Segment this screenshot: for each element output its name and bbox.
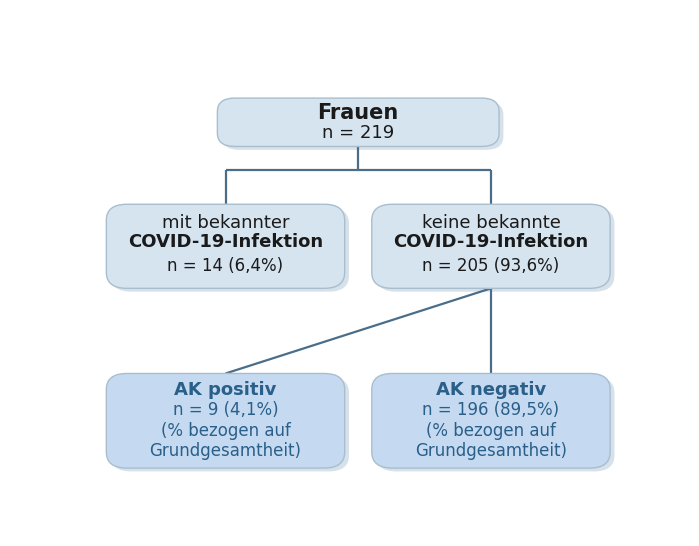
- Text: (% bezogen auf: (% bezogen auf: [426, 422, 556, 440]
- FancyBboxPatch shape: [110, 377, 349, 471]
- FancyBboxPatch shape: [376, 207, 614, 292]
- Text: n = 196 (89,5%): n = 196 (89,5%): [422, 401, 559, 419]
- FancyBboxPatch shape: [376, 377, 614, 471]
- FancyBboxPatch shape: [110, 207, 349, 292]
- Text: AK positiv: AK positiv: [174, 381, 277, 399]
- Text: AK negativ: AK negativ: [436, 381, 546, 399]
- Text: Grundgesamtheit): Grundgesamtheit): [415, 442, 567, 460]
- Text: keine bekannte: keine bekannte: [421, 213, 561, 232]
- FancyBboxPatch shape: [217, 98, 499, 146]
- Text: COVID-19-Infektion: COVID-19-Infektion: [394, 233, 589, 251]
- Text: n = 9 (4,1%): n = 9 (4,1%): [173, 401, 278, 419]
- Text: mit bekannter: mit bekannter: [161, 213, 289, 232]
- FancyBboxPatch shape: [222, 102, 503, 150]
- Text: Grundgesamtheit): Grundgesamtheit): [150, 442, 301, 460]
- Text: n = 14 (6,4%): n = 14 (6,4%): [168, 258, 284, 276]
- Text: (% bezogen auf: (% bezogen auf: [161, 422, 291, 440]
- FancyBboxPatch shape: [372, 204, 610, 288]
- FancyBboxPatch shape: [106, 373, 345, 468]
- FancyBboxPatch shape: [106, 204, 345, 288]
- Text: COVID-19-Infektion: COVID-19-Infektion: [128, 233, 323, 251]
- Text: n = 205 (93,6%): n = 205 (93,6%): [422, 258, 560, 276]
- Text: Frauen: Frauen: [317, 103, 399, 123]
- Text: n = 219: n = 219: [322, 124, 394, 142]
- FancyBboxPatch shape: [372, 373, 610, 468]
